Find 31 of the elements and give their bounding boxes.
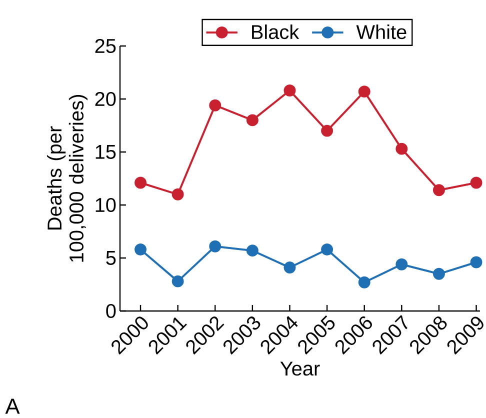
y-tick-label: 15 [96,145,116,159]
point [358,86,370,98]
point [284,84,296,96]
point [321,124,334,137]
text: A [5,398,20,414]
legend-label: Black [252,24,300,40]
y-tick-label: 10 [96,198,116,212]
y-tick-label: 0 [106,304,116,318]
y-tick-label: 25 [95,38,116,54]
point [358,276,370,288]
point [172,188,184,200]
point [134,244,146,256]
point [172,275,184,288]
legend-label: White [356,24,406,40]
point [246,114,258,126]
point [134,176,146,189]
point [246,244,258,257]
point [284,262,296,274]
point [396,258,408,270]
point [432,184,445,196]
y-axis-title: Deaths (per 100,000 deliveries) [46,95,88,262]
y-tick-label: 20 [95,92,116,106]
point [470,256,482,268]
point [432,268,445,280]
x-axis-title: Year [280,362,320,376]
point [209,99,222,112]
point [470,176,482,189]
point [209,240,222,252]
point [396,142,408,155]
point [321,244,334,256]
y-tick-label: 5 [106,251,116,265]
